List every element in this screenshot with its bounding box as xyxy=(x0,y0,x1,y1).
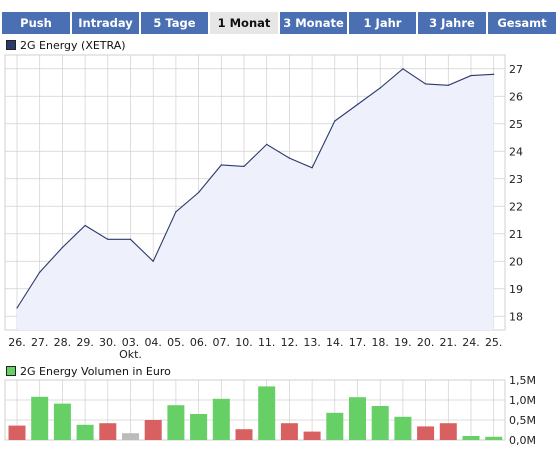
volume-bar xyxy=(485,436,503,440)
price-point xyxy=(425,83,427,85)
price-point xyxy=(334,120,336,122)
volume-bar xyxy=(122,433,139,440)
x-tick-label: 07. xyxy=(213,336,231,349)
price-legend: 2G Energy (XETRA) xyxy=(6,39,126,53)
volume-ytick-label: 1,0M xyxy=(509,394,536,407)
price-point xyxy=(493,73,495,75)
volume-legend: 2G Energy Volumen in Euro xyxy=(6,365,171,379)
x-tick-label: 24. xyxy=(462,336,480,349)
x-tick-label: 04. xyxy=(144,336,162,349)
volume-bar xyxy=(8,425,26,440)
price-ytick-label: 25 xyxy=(509,118,523,131)
x-tick-label: 13. xyxy=(303,336,321,349)
x-tick-label: 27. xyxy=(31,336,49,349)
tab-5-tage[interactable]: 5 Tage xyxy=(141,12,208,34)
price-point xyxy=(470,75,472,77)
x-tick-label: 21. xyxy=(440,336,458,349)
tab-gesamt[interactable]: Gesamt xyxy=(488,12,556,34)
volume-bar xyxy=(31,396,49,440)
volume-bar xyxy=(53,403,71,440)
price-ytick-label: 20 xyxy=(509,255,523,268)
x-tick-label: 10. xyxy=(235,336,253,349)
price-area xyxy=(17,68,494,331)
price-point xyxy=(311,167,313,169)
tab-3-jahre[interactable]: 3 Jahre xyxy=(418,12,486,34)
price-point xyxy=(152,260,154,262)
price-point xyxy=(84,224,86,227)
price-point xyxy=(447,84,449,86)
x-tick-label: 03. xyxy=(122,336,140,349)
price-point xyxy=(379,87,381,89)
tab-3-monate[interactable]: 3 Monate xyxy=(280,12,347,34)
x-month-label: Okt. xyxy=(119,348,142,361)
volume-bar xyxy=(439,423,457,440)
tab-1-jahr[interactable]: 1 Jahr xyxy=(349,12,416,34)
volume-bar xyxy=(394,416,412,440)
price-point xyxy=(16,307,18,309)
price-point xyxy=(129,238,132,240)
tab-push[interactable]: Push xyxy=(2,12,70,34)
price-point xyxy=(266,143,268,145)
volume-bar xyxy=(167,405,185,440)
price-ytick-label: 19 xyxy=(509,283,523,296)
x-tick-label: 17. xyxy=(349,336,367,349)
volume-bar xyxy=(303,431,321,440)
tab-intraday[interactable]: Intraday xyxy=(72,12,139,34)
price-point xyxy=(175,211,177,213)
price-point xyxy=(243,165,245,167)
volume-ytick-label: 0,5M xyxy=(509,414,536,427)
x-tick-label: 12. xyxy=(281,336,299,349)
x-tick-label: 18. xyxy=(371,336,389,349)
volume-bar xyxy=(417,426,435,440)
tab-1-monat[interactable]: 1 Monat xyxy=(210,12,278,34)
price-ytick-label: 26 xyxy=(509,90,523,103)
price-point xyxy=(220,164,222,166)
volume-ytick-label: 0,0M xyxy=(509,434,536,447)
x-tick-label: 30. xyxy=(99,336,117,349)
price-line xyxy=(16,68,494,309)
x-tick-label: 05. xyxy=(167,336,185,349)
price-ytick-label: 18 xyxy=(509,310,523,323)
x-tick-label: 26. xyxy=(8,336,26,349)
price-ytick-label: 24 xyxy=(509,145,523,158)
x-tick-label: 06. xyxy=(190,336,208,349)
x-tick-label: 29. xyxy=(76,336,94,349)
volume-bar xyxy=(212,398,230,440)
volume-bar xyxy=(76,424,94,440)
volume-bar xyxy=(326,412,344,440)
volume-bar xyxy=(235,429,253,440)
x-tick-label: 25. xyxy=(485,336,503,349)
volume-ytick-label: 1,5M xyxy=(509,374,536,387)
price-point xyxy=(61,246,64,249)
price-point xyxy=(356,103,359,106)
volume-bar xyxy=(258,386,276,440)
x-tick-label: 19. xyxy=(394,336,412,349)
x-tick-label: 28. xyxy=(54,336,72,349)
volume-bar xyxy=(99,423,117,440)
x-tick-label: 20. xyxy=(417,336,435,349)
volume-bar xyxy=(144,420,162,440)
price-legend-label: 2G Energy (XETRA) xyxy=(20,39,126,52)
x-tick-label: 14. xyxy=(326,336,344,349)
price-point xyxy=(198,191,200,194)
price-ytick-label: 21 xyxy=(509,228,523,241)
volume-bar xyxy=(280,423,298,440)
x-tick-label: 11. xyxy=(258,336,276,349)
volume-bar xyxy=(190,414,208,440)
price-point xyxy=(402,68,404,70)
price-point xyxy=(39,271,41,273)
volume-bar xyxy=(349,397,366,440)
price-point xyxy=(107,238,109,240)
volume-bar xyxy=(371,406,389,440)
volume-legend-swatch xyxy=(6,366,16,376)
volume-legend-label: 2G Energy Volumen in Euro xyxy=(20,365,171,378)
timeframe-tabs: Push Intraday 5 Tage 1 Monat 3 Monate 1 … xyxy=(2,12,556,34)
price-ytick-label: 27 xyxy=(509,63,523,76)
price-ytick-label: 22 xyxy=(509,200,523,213)
volume-bar xyxy=(462,436,480,440)
price-ytick-label: 23 xyxy=(509,173,523,186)
price-legend-swatch xyxy=(6,40,16,50)
price-point xyxy=(288,157,290,159)
